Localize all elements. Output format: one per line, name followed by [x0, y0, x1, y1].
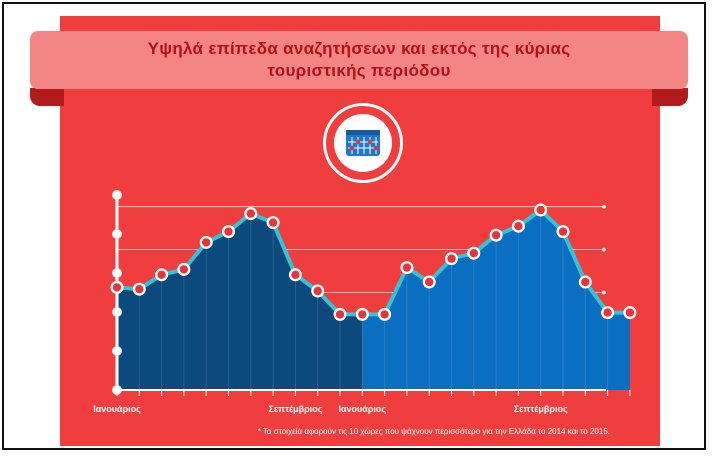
data-point: [581, 277, 590, 287]
data-point: [268, 218, 278, 227]
data-point: [112, 283, 122, 292]
data-point: [224, 227, 233, 236]
data-point: [335, 310, 345, 319]
title-banner: Υψηλά επίπεδα αναζητήσεων και εκτός της …: [30, 31, 688, 89]
chart-title: Υψηλά επίπεδα αναζητήσεων και εκτός της …: [147, 39, 571, 80]
data-point: [358, 310, 367, 319]
data-point: [469, 249, 478, 258]
ribbon-fold-right: [652, 88, 688, 106]
data-point: [536, 205, 545, 215]
data-point: [313, 286, 322, 296]
footnote: * Τα στοιχεία αφορούν τις 10 χώρες που ψ…: [257, 427, 610, 436]
data-point: [135, 285, 144, 294]
data-point: [447, 254, 456, 263]
data-point: [202, 238, 211, 247]
data-point: [246, 209, 255, 218]
x-axis-label: Ιανουάριος: [339, 404, 387, 414]
gridline-end-dot: [602, 247, 606, 252]
x-axis-label: Σεπτέμβριος: [514, 404, 568, 414]
area-series-1: [117, 213, 363, 390]
data-point: [291, 270, 300, 279]
y-axis-tick: [112, 229, 122, 239]
data-point: [558, 227, 568, 236]
data-point: [425, 277, 434, 287]
ribbon-fold-left: [30, 88, 64, 106]
y-axis-tick: [112, 190, 122, 200]
icon-badge: [323, 103, 403, 183]
data-point: [179, 265, 189, 274]
y-axis-tick: [112, 346, 122, 356]
x-axis-label: Ιανουάριος: [93, 404, 141, 414]
data-point: [514, 222, 523, 231]
gridline-end-dot: [602, 204, 606, 209]
data-point: [380, 310, 389, 319]
x-axis-label: Σεπτέμβριος: [268, 404, 322, 414]
y-axis-tick: [112, 268, 122, 278]
data-point: [603, 308, 612, 317]
data-point: [491, 231, 501, 240]
y-axis-tick: [112, 307, 122, 317]
data-point: [625, 308, 635, 317]
calendar-chart-icon: [346, 130, 380, 156]
icon-badge-inner: [334, 114, 392, 172]
data-point: [157, 270, 166, 279]
data-point: [402, 263, 412, 272]
gridline-end-dot: [602, 290, 606, 295]
area-series-2: [362, 210, 630, 390]
